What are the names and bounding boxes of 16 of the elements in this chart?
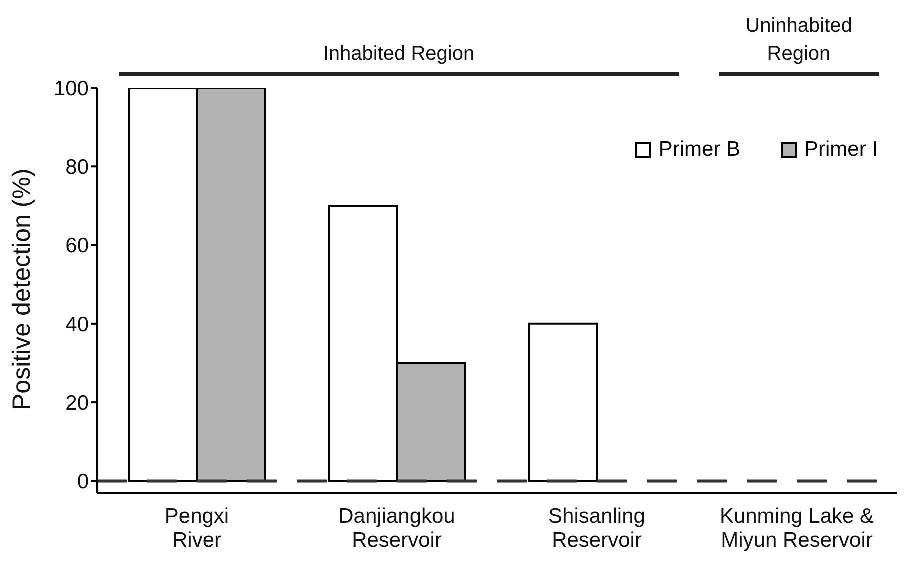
y-tick-label: 0: [77, 470, 89, 494]
x-tick-label: Shisanling Reservoir: [548, 505, 646, 552]
y-tick-label: 40: [66, 313, 89, 336]
x-tick-label: Danjiangkou Reservoir: [338, 505, 456, 552]
x-tick-label: Kunming Lake & Miyun Reservoir: [720, 505, 874, 552]
bracket: Uninhabited Region: [719, 8, 879, 76]
y-tick-label: 60: [66, 234, 89, 258]
legend-label: Primer B: [658, 138, 740, 162]
x-tick-label: Pengxi River: [164, 505, 230, 552]
legend-label: Primer I: [804, 138, 878, 162]
bracket: Inhabited Region: [119, 8, 679, 76]
y-tick-label: 20: [66, 392, 89, 416]
bar: [528, 322, 598, 482]
y-axis-title: Positive detection (%): [8, 168, 36, 410]
y-tick-label: 100: [54, 77, 89, 100]
y-tick-label: 80: [66, 156, 89, 180]
